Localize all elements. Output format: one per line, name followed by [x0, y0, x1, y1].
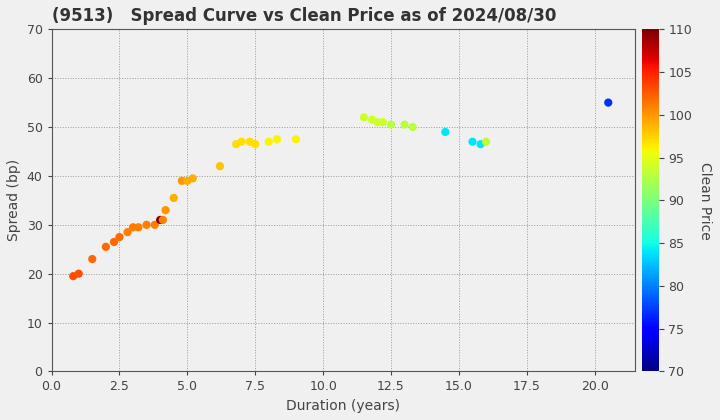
Point — [358, 114, 369, 121]
Point — [160, 207, 171, 213]
Point — [68, 273, 79, 279]
Y-axis label: Clean Price: Clean Price — [698, 162, 712, 239]
Point — [100, 244, 112, 250]
Point — [108, 239, 120, 245]
Point — [399, 121, 410, 128]
Point — [214, 163, 225, 170]
Point — [475, 141, 487, 147]
Point — [154, 217, 166, 223]
Point — [290, 136, 302, 143]
Point — [168, 194, 179, 201]
Point — [149, 221, 161, 228]
Point — [385, 121, 397, 128]
Point — [236, 138, 248, 145]
Point — [141, 221, 153, 228]
Y-axis label: Spread (bp): Spread (bp) — [7, 159, 21, 242]
Point — [157, 217, 168, 223]
Point — [86, 256, 98, 262]
Point — [73, 270, 84, 277]
Point — [249, 141, 261, 147]
Point — [122, 229, 133, 236]
Point — [271, 136, 283, 143]
Point — [366, 116, 378, 123]
Point — [244, 138, 256, 145]
Point — [603, 99, 614, 106]
Point — [181, 178, 193, 184]
Point — [467, 138, 478, 145]
Point — [263, 138, 274, 145]
Point — [440, 129, 451, 135]
X-axis label: Duration (years): Duration (years) — [287, 399, 400, 413]
Point — [187, 175, 199, 182]
Point — [230, 141, 242, 147]
Point — [407, 123, 418, 130]
Point — [127, 224, 139, 231]
Point — [114, 234, 125, 240]
Text: (9513)   Spread Curve vs Clean Price as of 2024/08/30: (9513) Spread Curve vs Clean Price as of… — [52, 7, 556, 25]
Point — [480, 138, 492, 145]
Point — [176, 178, 188, 184]
Point — [372, 119, 383, 126]
Point — [377, 119, 389, 126]
Point — [132, 224, 144, 231]
